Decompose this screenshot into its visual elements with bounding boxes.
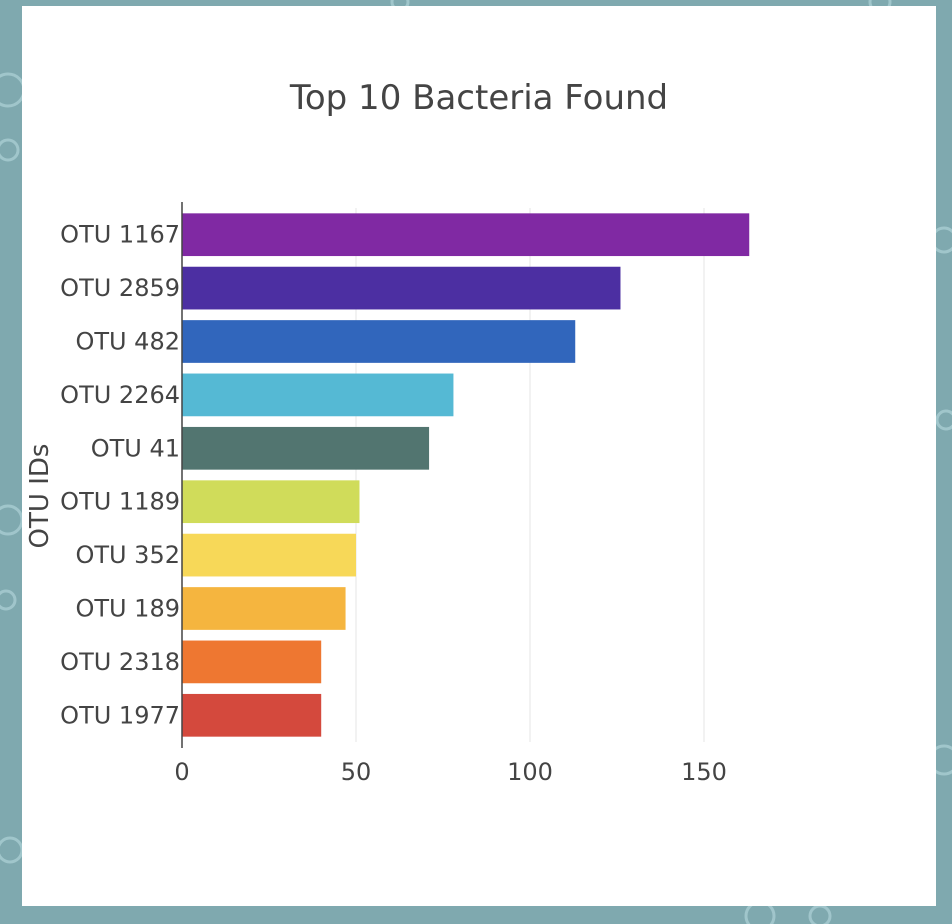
y-tick-label: OTU 1167	[60, 221, 180, 249]
x-tick-label: 100	[507, 758, 553, 786]
bar-otu-1167	[182, 213, 750, 257]
bar-chart: OTU 1167 OTU 2859 OTU 482 OTU 2264 OTU 41 OTU…	[60, 202, 750, 786]
bar-otu-2859	[182, 266, 621, 310]
y-tick-label: OTU 1189	[60, 488, 180, 516]
bar-otu-2318	[182, 640, 322, 684]
y-tick-label: OTU 2859	[60, 274, 180, 302]
bar-otu-2264	[182, 373, 454, 417]
chart-title: Top 10 Bacteria Found	[289, 78, 669, 118]
bar-otu-41	[182, 426, 430, 470]
bar-otu-189	[182, 587, 346, 630]
y-tick-label: OTU 2318	[60, 648, 180, 676]
y-tick-label: OTU 41	[91, 434, 180, 462]
bar-otu-352	[182, 533, 356, 577]
x-tick-label: 0	[174, 758, 189, 786]
y-tick-label: OTU 352	[75, 541, 180, 569]
y-tick-label: OTU 2264	[60, 381, 180, 409]
bar-otu-1189	[182, 480, 360, 524]
bar-otu-482	[182, 320, 576, 363]
x-tick-label: 50	[341, 758, 372, 786]
chart-card: Top 10 Bacteria Found OTU IDs OTU 1167 OT…	[22, 6, 936, 906]
y-tick-label: OTU 1977	[60, 701, 180, 729]
x-tick-label: 150	[681, 758, 727, 786]
y-tick-label: OTU 482	[75, 328, 180, 356]
y-tick-label: OTU 189	[75, 595, 180, 623]
bar-otu-1977	[182, 693, 322, 737]
